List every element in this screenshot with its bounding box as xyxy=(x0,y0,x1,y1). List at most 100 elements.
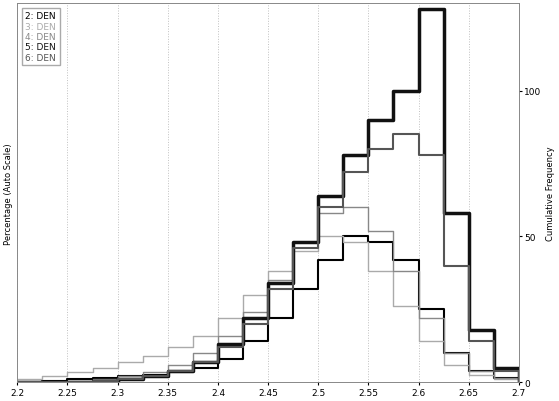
4: DEN: (2.5, 58): DEN: (2.5, 58) xyxy=(315,211,321,216)
4: DEN: (2.6, 22): DEN: (2.6, 22) xyxy=(415,316,422,321)
2: DEN: (2.67, 4): DEN: (2.67, 4) xyxy=(490,368,497,373)
6: DEN: (2.45, 20): DEN: (2.45, 20) xyxy=(265,322,272,326)
5: DEN: (2.52, 64): DEN: (2.52, 64) xyxy=(340,194,347,198)
5: DEN: (2.45, 22): DEN: (2.45, 22) xyxy=(265,316,272,321)
2: DEN: (2.48, 32): DEN: (2.48, 32) xyxy=(290,287,296,292)
6: DEN: (2.2, 0): DEN: (2.2, 0) xyxy=(14,380,21,385)
4: DEN: (2.52, 58): DEN: (2.52, 58) xyxy=(340,211,347,216)
3: DEN: (2.42, 22): DEN: (2.42, 22) xyxy=(240,316,247,321)
6: DEN: (2.33, 1): DEN: (2.33, 1) xyxy=(139,377,146,382)
Line: 3: DEN: 3: DEN xyxy=(17,237,519,382)
6: DEN: (2.23, 0): DEN: (2.23, 0) xyxy=(39,380,46,385)
2: DEN: (2.38, 3.5): DEN: (2.38, 3.5) xyxy=(190,370,196,375)
2: DEN: (2.58, 42): DEN: (2.58, 42) xyxy=(390,258,397,263)
6: DEN: (2.42, 12): DEN: (2.42, 12) xyxy=(240,345,247,350)
6: DEN: (2.38, 7): DEN: (2.38, 7) xyxy=(190,360,196,365)
4: DEN: (2.67, 1.5): DEN: (2.67, 1.5) xyxy=(490,376,497,381)
2: DEN: (2.23, 0): DEN: (2.23, 0) xyxy=(39,380,46,385)
5: DEN: (2.65, 58): DEN: (2.65, 58) xyxy=(465,211,472,216)
3: DEN: (2.6, 14): DEN: (2.6, 14) xyxy=(415,339,422,344)
3: DEN: (2.55, 38): DEN: (2.55, 38) xyxy=(365,269,372,274)
3: DEN: (2.67, 1): DEN: (2.67, 1) xyxy=(490,377,497,382)
4: DEN: (2.55, 52): DEN: (2.55, 52) xyxy=(365,229,372,233)
5: DEN: (2.6, 100): DEN: (2.6, 100) xyxy=(415,89,422,94)
5: DEN: (2.4, 13): DEN: (2.4, 13) xyxy=(215,342,221,347)
2: DEN: (2.65, 4): DEN: (2.65, 4) xyxy=(465,368,472,373)
3: DEN: (2.25, 2): DEN: (2.25, 2) xyxy=(64,374,71,379)
5: DEN: (2.45, 34): DEN: (2.45, 34) xyxy=(265,281,272,286)
4: DEN: (2.3, 2): DEN: (2.3, 2) xyxy=(114,374,121,379)
2: DEN: (2.62, 25): DEN: (2.62, 25) xyxy=(440,307,447,312)
4: DEN: (2.48, 35): DEN: (2.48, 35) xyxy=(290,278,296,283)
5: DEN: (2.27, 0): DEN: (2.27, 0) xyxy=(89,380,96,385)
2: DEN: (2.58, 48): DEN: (2.58, 48) xyxy=(390,240,397,245)
2: DEN: (2.7, 0): DEN: (2.7, 0) xyxy=(515,380,522,385)
Y-axis label: Percentage (Auto Scale): Percentage (Auto Scale) xyxy=(4,142,13,244)
6: DEN: (2.62, 40): DEN: (2.62, 40) xyxy=(440,263,447,268)
3: DEN: (2.48, 38): DEN: (2.48, 38) xyxy=(290,269,296,274)
2: DEN: (2.33, 2): DEN: (2.33, 2) xyxy=(139,374,146,379)
4: DEN: (2.38, 6): DEN: (2.38, 6) xyxy=(190,363,196,367)
5: DEN: (2.3, 0.5): DEN: (2.3, 0.5) xyxy=(114,379,121,383)
3: DEN: (2.65, 6): DEN: (2.65, 6) xyxy=(465,363,472,367)
4: DEN: (2.35, 6): DEN: (2.35, 6) xyxy=(164,363,171,367)
4: DEN: (2.25, 0): DEN: (2.25, 0) xyxy=(64,380,71,385)
3: DEN: (2.42, 30): DEN: (2.42, 30) xyxy=(240,293,247,298)
5: DEN: (2.58, 90): DEN: (2.58, 90) xyxy=(390,118,397,123)
3: DEN: (2.23, 2): DEN: (2.23, 2) xyxy=(39,374,46,379)
4: DEN: (2.55, 60): DEN: (2.55, 60) xyxy=(365,205,372,210)
6: DEN: (2.6, 85): DEN: (2.6, 85) xyxy=(415,133,422,138)
2: DEN: (2.55, 48): DEN: (2.55, 48) xyxy=(365,240,372,245)
3: DEN: (2.52, 50): DEN: (2.52, 50) xyxy=(340,235,347,239)
6: DEN: (2.2, 0): DEN: (2.2, 0) xyxy=(14,380,21,385)
2: DEN: (2.62, 10): DEN: (2.62, 10) xyxy=(440,351,447,356)
4: DEN: (2.4, 16): DEN: (2.4, 16) xyxy=(215,333,221,338)
5: DEN: (2.42, 13): DEN: (2.42, 13) xyxy=(240,342,247,347)
3: DEN: (2.38, 12): DEN: (2.38, 12) xyxy=(190,345,196,350)
3: DEN: (2.35, 12): DEN: (2.35, 12) xyxy=(164,345,171,350)
2: DEN: (2.6, 25): DEN: (2.6, 25) xyxy=(415,307,422,312)
5: DEN: (2.42, 22): DEN: (2.42, 22) xyxy=(240,316,247,321)
5: DEN: (2.35, 2): DEN: (2.35, 2) xyxy=(164,374,171,379)
6: DEN: (2.55, 80): DEN: (2.55, 80) xyxy=(365,147,372,152)
4: DEN: (2.7, 1.5): DEN: (2.7, 1.5) xyxy=(515,376,522,381)
5: DEN: (2.65, 18): DEN: (2.65, 18) xyxy=(465,328,472,332)
6: DEN: (2.35, 2): DEN: (2.35, 2) xyxy=(164,374,171,379)
5: DEN: (2.55, 90): DEN: (2.55, 90) xyxy=(365,118,372,123)
4: DEN: (2.62, 22): DEN: (2.62, 22) xyxy=(440,316,447,321)
6: DEN: (2.3, 0.5): DEN: (2.3, 0.5) xyxy=(114,379,121,383)
4: DEN: (2.27, 0.5): DEN: (2.27, 0.5) xyxy=(89,379,96,383)
4: DEN: (2.5, 48): DEN: (2.5, 48) xyxy=(315,240,321,245)
2: DEN: (2.5, 32): DEN: (2.5, 32) xyxy=(315,287,321,292)
6: DEN: (2.52, 60): DEN: (2.52, 60) xyxy=(340,205,347,210)
3: DEN: (2.52, 48): DEN: (2.52, 48) xyxy=(340,240,347,245)
2: DEN: (2.45, 22): DEN: (2.45, 22) xyxy=(265,316,272,321)
2: DEN: (2.33, 2.5): DEN: (2.33, 2.5) xyxy=(139,373,146,377)
5: DEN: (2.62, 128): DEN: (2.62, 128) xyxy=(440,8,447,12)
Line: 6: DEN: 6: DEN xyxy=(17,135,519,382)
Legend: 2: DEN, 3: DEN, 4: DEN, 5: DEN, 6: DEN: 2: DEN, 3: DEN, 4: DEN, 5: DEN, 6: DEN xyxy=(22,9,60,66)
3: DEN: (2.5, 50): DEN: (2.5, 50) xyxy=(315,235,321,239)
5: DEN: (2.38, 7): DEN: (2.38, 7) xyxy=(190,360,196,365)
4: DEN: (2.25, 0.5): DEN: (2.25, 0.5) xyxy=(64,379,71,383)
6: DEN: (2.48, 32): DEN: (2.48, 32) xyxy=(290,287,296,292)
3: DEN: (2.38, 16): DEN: (2.38, 16) xyxy=(190,333,196,338)
5: DEN: (2.2, 0): DEN: (2.2, 0) xyxy=(14,380,21,385)
3: DEN: (2.45, 38): DEN: (2.45, 38) xyxy=(265,269,272,274)
5: DEN: (2.33, 2): DEN: (2.33, 2) xyxy=(139,374,146,379)
5: DEN: (2.67, 18): DEN: (2.67, 18) xyxy=(490,328,497,332)
3: DEN: (2.67, 2.5): DEN: (2.67, 2.5) xyxy=(490,373,497,377)
6: DEN: (2.55, 72): DEN: (2.55, 72) xyxy=(365,170,372,175)
5: DEN: (2.5, 48): DEN: (2.5, 48) xyxy=(315,240,321,245)
3: DEN: (2.3, 7): DEN: (2.3, 7) xyxy=(114,360,121,365)
5: DEN: (2.27, 0.5): DEN: (2.27, 0.5) xyxy=(89,379,96,383)
4: DEN: (2.33, 3.5): DEN: (2.33, 3.5) xyxy=(139,370,146,375)
5: DEN: (2.4, 7): DEN: (2.4, 7) xyxy=(215,360,221,365)
6: DEN: (2.23, 0): DEN: (2.23, 0) xyxy=(39,380,46,385)
4: DEN: (2.52, 60): DEN: (2.52, 60) xyxy=(340,205,347,210)
6: DEN: (2.25, 0): DEN: (2.25, 0) xyxy=(64,380,71,385)
5: DEN: (2.25, 0): DEN: (2.25, 0) xyxy=(64,380,71,385)
5: DEN: (2.38, 4): DEN: (2.38, 4) xyxy=(190,368,196,373)
4: DEN: (2.27, 1): DEN: (2.27, 1) xyxy=(89,377,96,382)
6: DEN: (2.5, 60): DEN: (2.5, 60) xyxy=(315,205,321,210)
